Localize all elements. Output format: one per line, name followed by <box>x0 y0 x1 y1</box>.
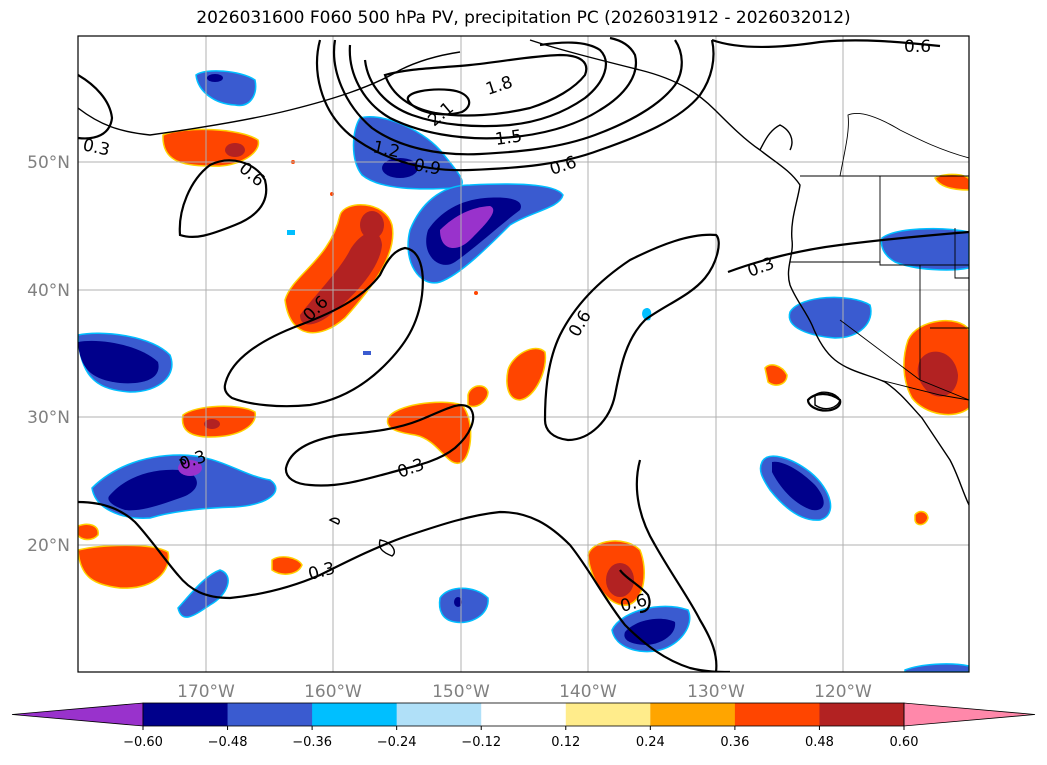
lon-label-160w: 160°W <box>304 682 362 702</box>
lon-label-140w: 140°W <box>559 682 617 702</box>
colorbar-swatch <box>312 703 398 726</box>
lon-label-170w: 170°W <box>177 682 235 702</box>
colorbar-swatch <box>396 703 482 726</box>
lat-label-40n: 40°N <box>27 281 70 301</box>
map-plot-area: 2.1 1.8 1.5 1.2 0.9 0.6 0.6 0.6 0.6 0.6 … <box>78 36 969 672</box>
graticule <box>78 36 969 672</box>
positive-precip-patches <box>78 128 969 606</box>
colorbar-tick-label: 0.36 <box>720 735 749 750</box>
longitude-labels: 170°W 160°W 150°W 140°W 130°W 120°W <box>177 682 872 702</box>
latitude-labels: 50°N 40°N 30°N 20°N <box>27 153 70 556</box>
colorbar-swatch <box>227 703 313 726</box>
colorbar-tick-label: −0.36 <box>292 735 332 750</box>
lon-label-150w: 150°W <box>432 682 490 702</box>
lon-label-130w: 130°W <box>687 682 745 702</box>
colorbar-tick-label: 0.48 <box>805 735 834 750</box>
map-frame <box>77 35 970 673</box>
colorbar-tick-label: −0.24 <box>377 735 417 750</box>
colorbar-swatch <box>565 703 651 726</box>
colorbar-tick-label: 0.24 <box>636 735 665 750</box>
colorbar-tick-label: 0.60 <box>890 735 919 750</box>
colorbar-tick-label: −0.12 <box>461 735 501 750</box>
map-title: 2026031600 F060 500 hPa PV, precipitatio… <box>196 8 851 28</box>
colorbar-right-extend <box>903 702 1036 727</box>
colorbar-tick-label: −0.48 <box>208 735 248 750</box>
colorbar-left-extend <box>11 702 144 727</box>
contour-label-1.5: 1.5 <box>494 126 524 150</box>
negative-precip-patches <box>78 70 969 672</box>
colorbar-swatch <box>481 703 567 726</box>
lon-label-120w: 120°W <box>814 682 872 702</box>
colorbar-swatch <box>650 703 736 726</box>
colorbar-swatch <box>143 703 229 726</box>
lat-label-50n: 50°N <box>27 153 70 173</box>
colorbar-tick-label: −0.60 <box>123 735 163 750</box>
colorbar-swatch <box>734 703 820 726</box>
lat-label-20n: 20°N <box>27 536 70 556</box>
colorbar-tick-label: 0.12 <box>551 735 580 750</box>
colorbar: −0.60 −0.48 −0.36 −0.24 −0.12 0.12 0.24 0.36 0.4… <box>11 702 1036 750</box>
colorbar-swatch <box>819 703 905 726</box>
lat-label-30n: 30°N <box>27 408 70 428</box>
contour-label-0.6: 0.6 <box>904 37 931 57</box>
contour-label-0.9: 0.9 <box>412 155 442 179</box>
pv-contours <box>78 36 969 672</box>
